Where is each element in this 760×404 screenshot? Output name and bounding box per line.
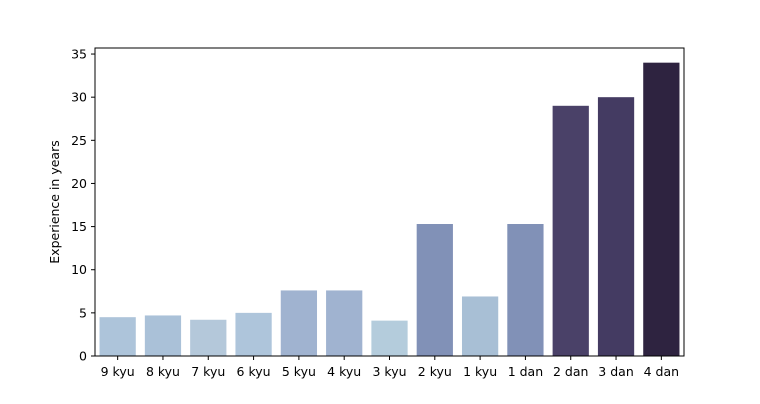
x-tick-label: 8 kyu bbox=[146, 364, 180, 379]
bar-5-kyu bbox=[280, 290, 318, 356]
x-tick-label: 6 kyu bbox=[237, 364, 271, 379]
x-tick-label: 2 kyu bbox=[418, 364, 452, 379]
x-tick-label: 3 kyu bbox=[372, 364, 406, 379]
bar-2-kyu bbox=[416, 224, 453, 356]
y-tick-label: 20 bbox=[71, 176, 87, 191]
bar-1-dan bbox=[507, 224, 544, 356]
x-tick-label: 1 dan bbox=[508, 364, 543, 379]
x-tick-label: 7 kyu bbox=[191, 364, 225, 379]
y-tick-label: 0 bbox=[79, 349, 87, 364]
plot-frame bbox=[94, 47, 685, 357]
bar-2-dan bbox=[552, 105, 589, 356]
bar-6-kyu bbox=[235, 312, 272, 356]
x-axis: 9 kyu 8 kyu 7 kyu 6 kyu 5 kyu 4 kyu 3 kyu 2 kyu… bbox=[101, 356, 679, 379]
bar-8-kyu bbox=[144, 315, 182, 356]
x-tick-label: 4 kyu bbox=[327, 364, 361, 379]
y-tick-label: 10 bbox=[71, 262, 87, 277]
y-tick-label: 30 bbox=[71, 90, 87, 105]
x-tick-label: 2 dan bbox=[553, 364, 588, 379]
y-tick-label: 35 bbox=[71, 47, 87, 62]
x-tick-label: 1 kyu bbox=[463, 364, 497, 379]
y-tick-label: 5 bbox=[79, 305, 87, 320]
bar-9-kyu bbox=[99, 317, 136, 356]
x-tick-label: 4 dan bbox=[644, 364, 679, 379]
y-axis-title: Experience in years bbox=[47, 140, 62, 263]
y-tick-label: 15 bbox=[71, 219, 87, 234]
x-tick-label: 9 kyu bbox=[101, 364, 135, 379]
bar-4-dan bbox=[643, 62, 680, 357]
x-tick-label: 3 dan bbox=[598, 364, 633, 379]
x-tick-label: 5 kyu bbox=[282, 364, 316, 379]
y-axis: 0 5 10 15 20 25 30 35 bbox=[71, 47, 95, 364]
bar-4-kyu bbox=[326, 290, 363, 356]
bar-1-kyu bbox=[461, 296, 499, 356]
bar-3-dan bbox=[597, 97, 635, 357]
y-tick-label: 25 bbox=[71, 133, 87, 148]
bar-3-kyu bbox=[371, 320, 408, 356]
bar-7-kyu bbox=[190, 319, 227, 356]
bars-layer bbox=[99, 62, 680, 357]
